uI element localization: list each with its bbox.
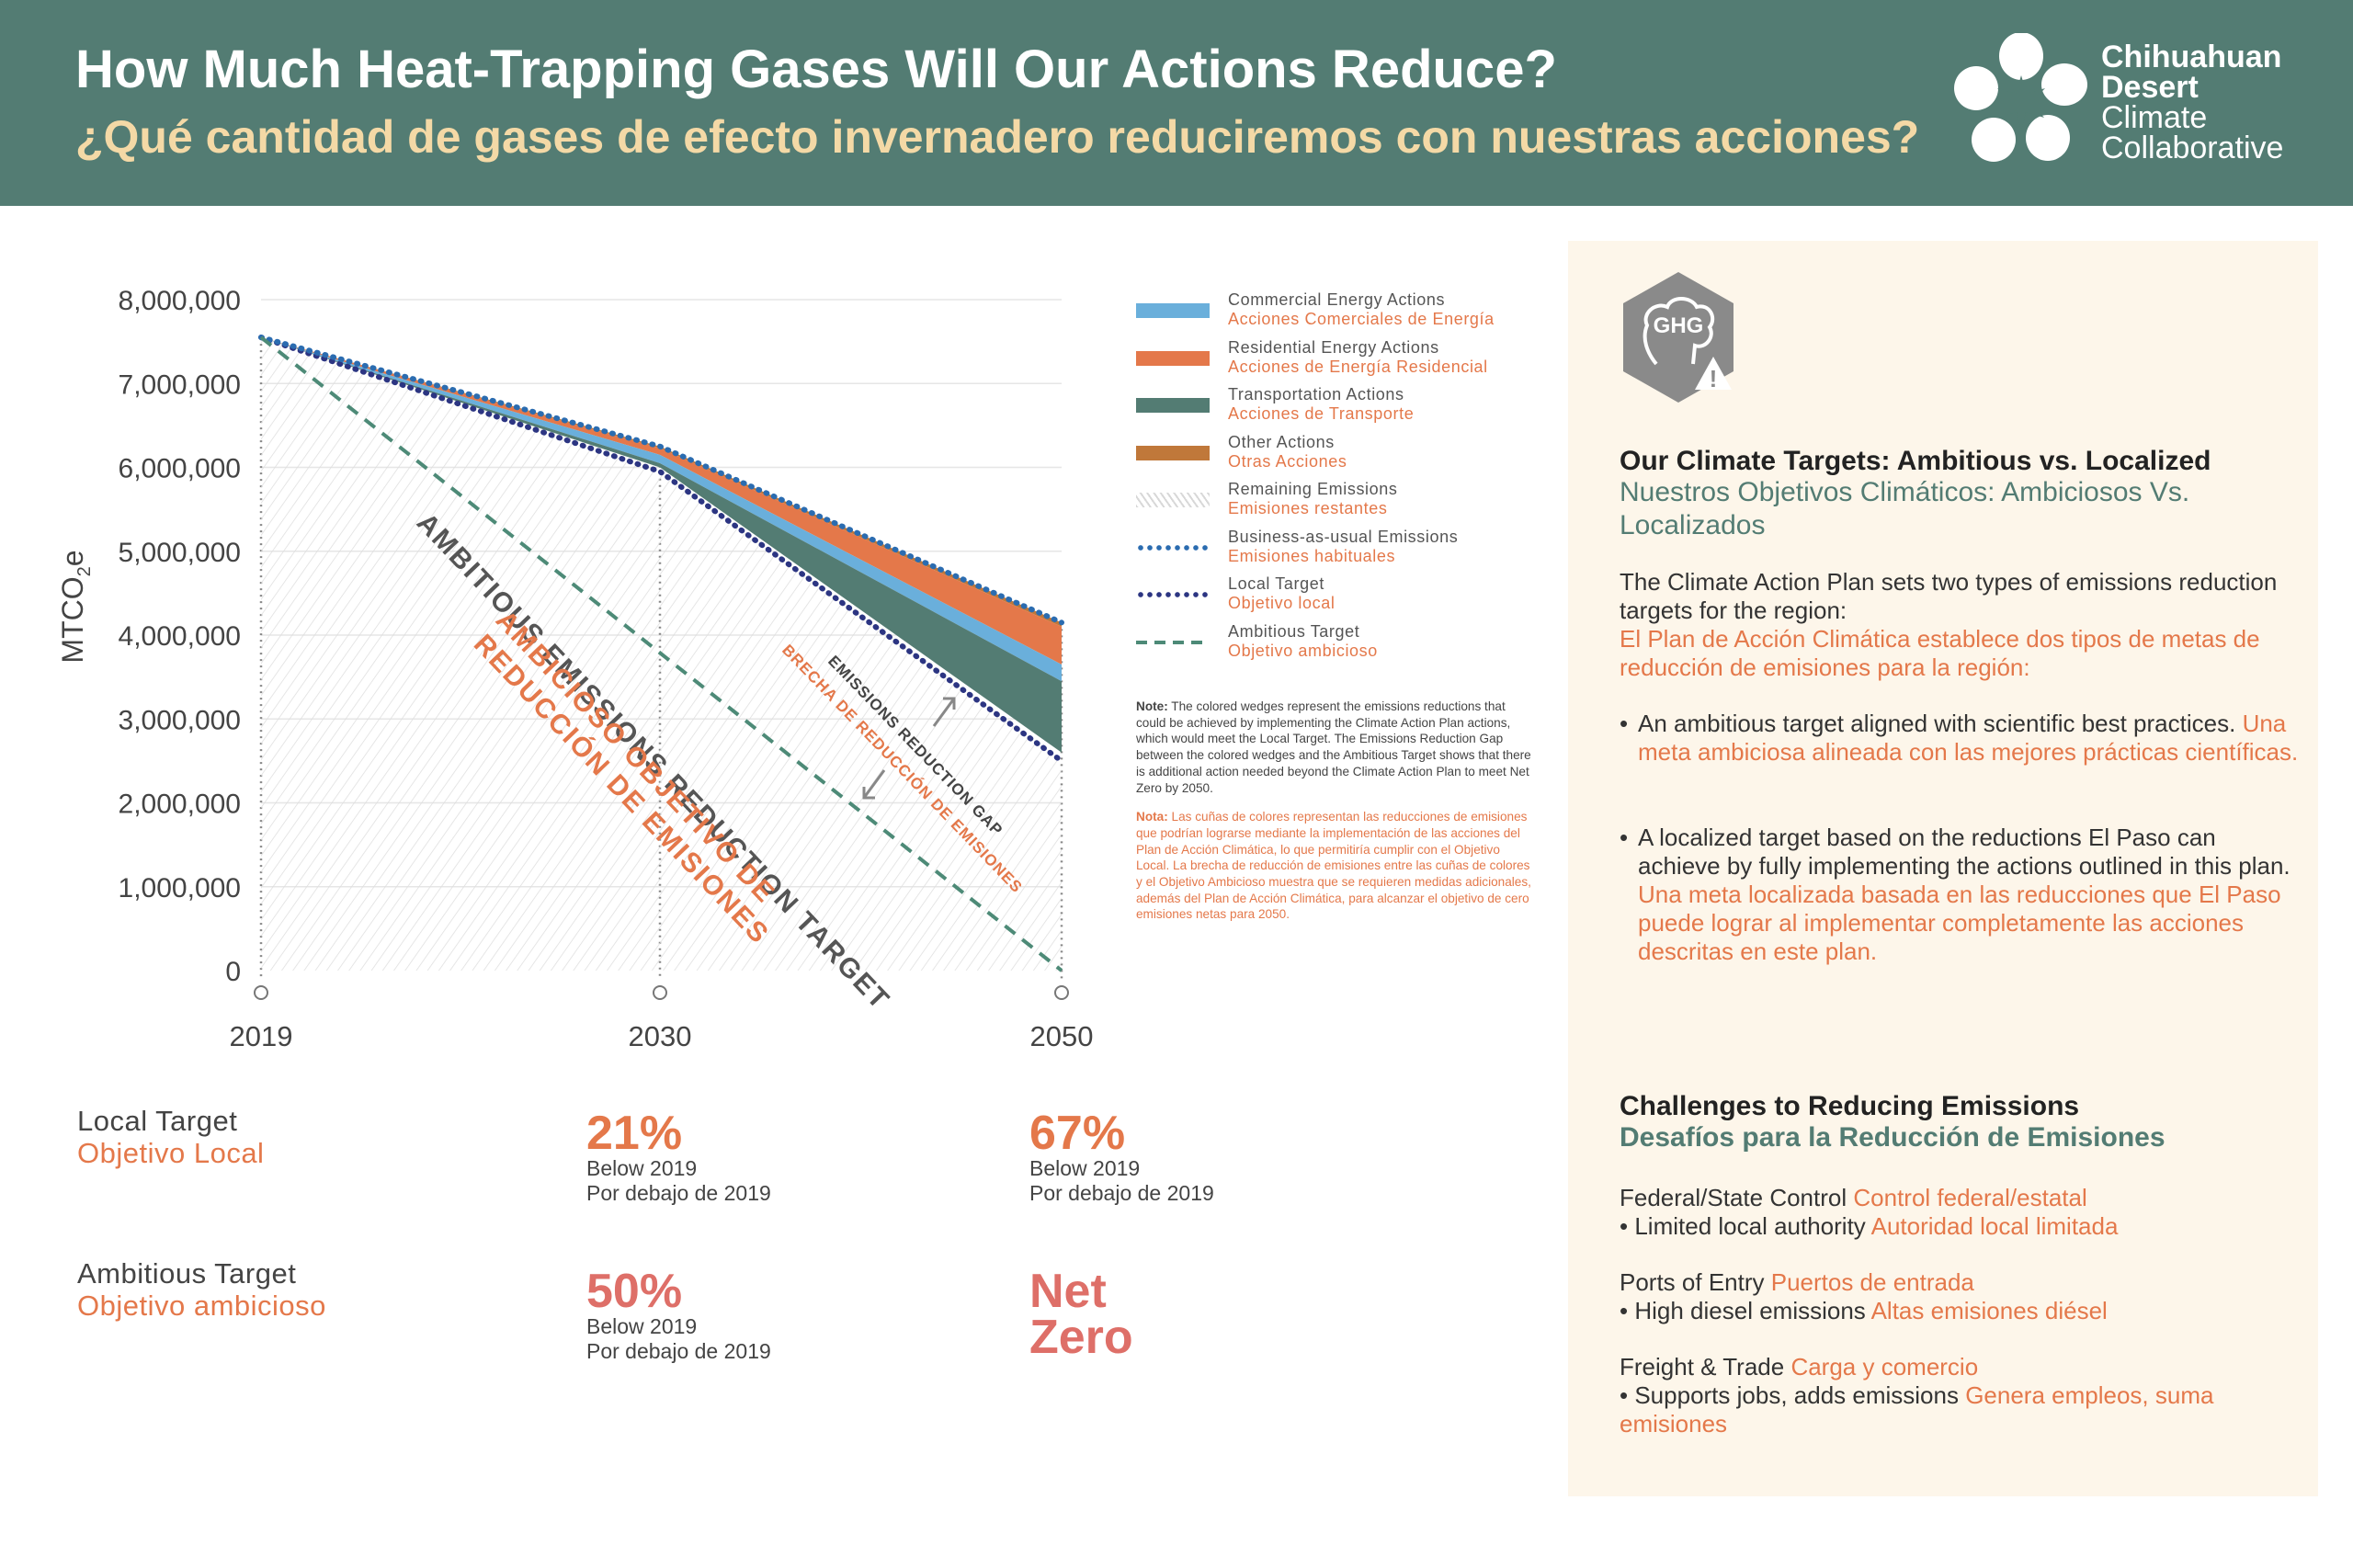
emissions-chart: 8,000,000 7,000,000 6,000,000 5,000,000 4,00… <box>56 286 1094 1052</box>
targets-intro: The Climate Action Plan sets two types o… <box>1620 568 2278 681</box>
legend-label: Ambitious Target Objetivo ambicioso <box>1228 621 1378 660</box>
challenge-federal: Federal/State Control Control federal/es… <box>1620 1184 2119 1240</box>
logo-text: Chihuahuan Desert Climate Collaborative <box>2101 40 2284 165</box>
chart-legend: Commercial Energy Actions Acciones Comerc… <box>1136 289 1568 667</box>
climate-targets-heading-es: Nuestros Objetivos Climáticos: Ambicioso… <box>1620 477 2190 540</box>
title-english: How Much Heat-Trapping Gases Will Our Ac… <box>75 40 1557 99</box>
ambitious-target-line <box>259 335 1063 972</box>
legend-label: Transportation Actions Acciones de Transp… <box>1228 385 1415 423</box>
y-tick-label: 2,000,000 <box>119 790 241 820</box>
legend-swatch <box>1136 544 1210 551</box>
legend-item: Local Target Objetivo local <box>1136 573 1568 620</box>
legend-label: Commercial Energy Actions Acciones Comerc… <box>1228 290 1495 328</box>
logo-line-4: Collaborative <box>2101 131 2284 165</box>
legend-swatch <box>1136 592 1210 597</box>
challenges-heading-es: Desafíos para la Reducción de Emisiones <box>1620 1122 2165 1153</box>
legend-item: Commercial Energy Actions Acciones Comerc… <box>1136 289 1568 336</box>
header-banner: How Much Heat-Trapping Gases Will Our Ac… <box>0 0 2353 206</box>
note-english: Note: The colored wedges represent the e… <box>1136 699 1531 795</box>
legend-label: Remaining Emissions Emisiones restantes <box>1228 480 1398 517</box>
y-tick-label: 6,000,000 <box>119 454 241 484</box>
climate-targets-heading: Our Climate Targets: Ambitious vs. Local… <box>1620 446 2211 476</box>
challenges-heading: Challenges to Reducing Emissions <box>1620 1091 2080 1121</box>
targets-summary: Local Target Objetivo Local 21% Below 20… <box>0 1103 1287 1379</box>
x-tick-label: 2019 <box>230 1020 293 1052</box>
gap-arrow-up-icon <box>932 697 956 727</box>
legend-item: Business-as-usual Emissions Emisiones hab… <box>1136 526 1568 574</box>
logo-line-1: Chihuahuan <box>2101 40 2282 74</box>
legend-swatch <box>1136 398 1210 413</box>
bullet-ambitious: • An ambitious target aligned with scien… <box>1620 710 2299 766</box>
y-tick-label: 7,000,000 <box>119 369 241 400</box>
legend-swatch <box>1136 640 1210 644</box>
svg-text:GHG: GHG <box>1654 313 1704 338</box>
svg-text:!: ! <box>1710 365 1718 392</box>
y-tick-label: 5,000,000 <box>119 538 241 568</box>
challenge-freight: Freight & Trade Carga y comercio • Suppo… <box>1620 1353 2214 1437</box>
legend-swatch <box>1136 350 1210 366</box>
legend-item: Transportation Actions Acciones de Transp… <box>1136 383 1568 431</box>
chart-lines <box>258 335 1064 972</box>
y-tick-label: 1,000,000 <box>119 873 241 903</box>
y-tick-label: 4,000,000 <box>119 621 241 652</box>
bullet-localized: • A localized target based on the reduct… <box>1620 824 2290 965</box>
ambitious-target-label: Ambitious Target Objetivo ambicioso <box>77 1257 326 1322</box>
legend-swatch <box>1136 445 1210 460</box>
x-tick-label: 2030 <box>629 1020 692 1052</box>
x-axis-marker <box>254 985 268 1000</box>
x-axis-marker <box>653 985 667 1000</box>
ghg-icon: GHG ! <box>1623 272 1733 403</box>
gap-arrow-down-icon <box>862 769 886 800</box>
local-target-2050: 67% Below 2019 Por debajo de 2019 <box>1029 1107 1214 1205</box>
logo-line-2: Desert <box>2101 70 2199 105</box>
y-axis-label: MTCO2e <box>56 550 95 663</box>
x-axis-marker <box>1054 985 1069 1000</box>
collaborative-logo-icon <box>1954 33 2087 162</box>
challenge-ports: Ports of Entry Puertos de entrada • High… <box>1620 1268 2108 1324</box>
x-tick-label: 2050 <box>1030 1020 1094 1052</box>
y-tick-label: 8,000,000 <box>119 286 241 316</box>
y-tick-label: 3,000,000 <box>119 705 241 735</box>
chart-axes: 8,000,000 7,000,000 6,000,000 5,000,000 4,00… <box>119 286 1094 1052</box>
legend-item: Ambitious Target Objetivo ambicioso <box>1136 620 1568 668</box>
legend-item: Other Actions Otras Acciones <box>1136 431 1568 479</box>
y-tick-label: 0 <box>225 957 241 987</box>
note-spanish: Nota: Las cuñas de colores representan l… <box>1136 810 1531 922</box>
legend-label: Residential Energy Actions Acciones de En… <box>1228 337 1488 376</box>
ambitious-target-2030: 50% Below 2019 Por debajo de 2019 <box>586 1265 771 1363</box>
legend-item: Residential Energy Actions Acciones de En… <box>1136 336 1568 384</box>
info-panel: GHG ! Our Climate Targets: Ambitious vs.… <box>1568 241 2318 1496</box>
legend-label: Local Target Objetivo local <box>1228 574 1336 612</box>
legend-swatch <box>1136 303 1210 318</box>
logo-line-3: Climate <box>2101 100 2208 135</box>
ambitious-target-2050: Net Zero <box>1029 1265 1133 1364</box>
legend-label: Other Actions Otras Acciones <box>1228 432 1347 471</box>
local-target-label: Local Target Objetivo Local <box>77 1105 265 1169</box>
legend-swatch <box>1136 493 1210 507</box>
chart-note: Note: The colored wedges represent the e… <box>1136 699 1531 923</box>
legend-label: Business-as-usual Emissions Emisiones hab… <box>1228 527 1459 565</box>
legend-item: Remaining Emissions Emisiones restantes <box>1136 478 1568 526</box>
title-spanish: ¿Qué cantidad de gases de efecto inverna… <box>75 111 1920 163</box>
local-target-line <box>258 335 1064 764</box>
business-as-usual-line <box>258 335 1064 626</box>
local-target-2030: 21% Below 2019 Por debajo de 2019 <box>586 1107 771 1205</box>
